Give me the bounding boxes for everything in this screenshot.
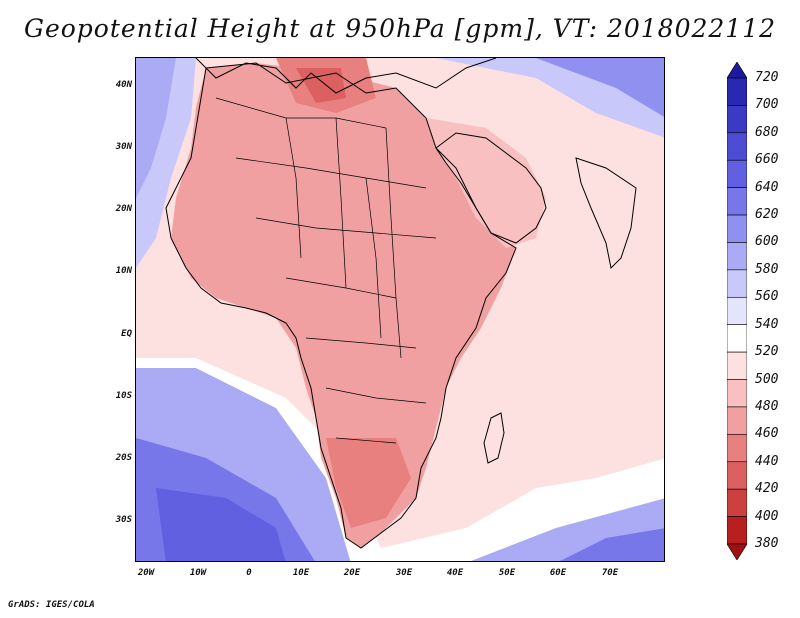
colorbar-label: 400 [755,508,779,524]
lon-label: 50E [498,568,516,578]
colorbar-label: 640 [755,179,779,195]
colorbar-cell [727,434,747,463]
colorbar-cell [727,105,747,134]
colorbar-label: 580 [755,261,779,277]
lat-label: EQ [121,329,132,339]
colorbar-cell [727,132,747,161]
africa-coastline [165,62,517,549]
mediterranean-core-field [296,68,346,103]
colorbar-label: 520 [755,344,779,360]
south-indian-deep-field [560,528,664,561]
colorbar-cell [727,62,747,79]
colorbar-cell [727,269,747,298]
colorbar-cell [727,379,747,408]
colorbar-label: 620 [755,207,779,223]
credit-text: GrADS: IGES/COLA [8,600,95,610]
lat-label: 10S [115,391,132,401]
country-borders [215,97,437,444]
colorbar-cell [727,77,747,106]
colorbar-label: 720 [755,70,779,85]
colorbar-label: 500 [755,371,779,387]
lat-label: 30S [115,515,132,525]
lon-label: 40E [446,568,464,578]
map-title: Geopotential Height at 950hPa [gpm], VT:… [23,14,777,43]
lon-label: 0 [246,568,252,578]
colorbar-cell [727,296,747,326]
colorbar-label: 460 [755,426,779,442]
colorbar-label: 680 [755,124,779,140]
lat-label: 10N [115,266,132,276]
colorbar-label: 700 [755,97,779,113]
colorbar-cell [727,406,747,435]
lat-label: 30N [115,142,132,152]
colorbar-cell [727,159,747,188]
colorbar-cell [727,324,747,353]
africa-field [171,63,516,548]
colorbar-cell [727,187,747,216]
arabia-field [426,118,546,248]
india-coastline [575,157,637,270]
madagascar-coastline [483,412,505,464]
west-atlantic-deep-field [136,58,176,198]
lat-label: 20N [115,204,132,214]
lon-label: 20W [137,568,155,578]
colorbar-label: 480 [755,398,779,414]
lon-label: 30E [395,568,413,578]
arabia-coastline [435,132,547,244]
lon-label: 20E [343,568,361,578]
colorbar-label: 540 [755,316,779,332]
colorbar-label: 660 [755,152,779,168]
lon-label: 70E [601,568,619,578]
colorbar-label: 380 [755,536,779,551]
colorbar-cell [727,516,747,545]
northeast-low-field [536,58,664,117]
colorbar-cell [727,214,747,243]
lon-label: 60E [549,568,567,578]
colorbar-cell [727,488,747,517]
southern-africa-field [326,438,411,528]
colorbar-label: 560 [755,289,779,305]
colorbar-cell [727,543,747,560]
europe-coastline [195,58,497,94]
lat-label: 40N [115,80,132,90]
colorbar [727,62,747,560]
colorbar-cell [727,242,747,271]
colorbar-label: 440 [755,453,779,469]
colorbar-cell [727,461,747,490]
lon-label: 10W [189,568,207,578]
lat-label: 20S [115,453,132,463]
colorbar-cell [727,351,747,380]
lon-label: 10E [292,568,310,578]
map-plot-area [135,57,665,562]
south-white-band [136,358,664,561]
south-atlantic-core-field [156,488,286,561]
colorbar-label: 420 [755,481,779,497]
colorbar-label: 600 [755,234,779,250]
